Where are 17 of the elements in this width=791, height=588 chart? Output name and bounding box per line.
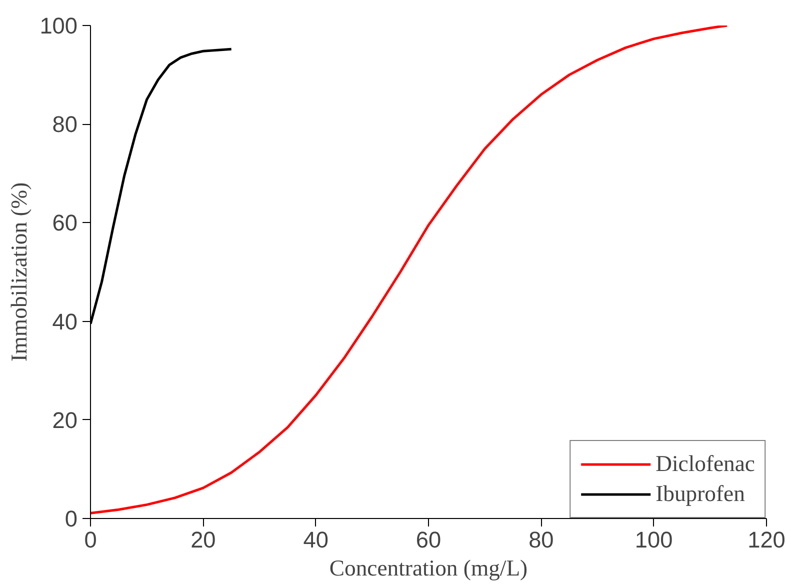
y-tick-label: 60 bbox=[52, 210, 78, 236]
y-tick-label: 100 bbox=[40, 12, 78, 38]
x-tick-label: 120 bbox=[748, 526, 786, 552]
x-tick-label: 20 bbox=[190, 526, 216, 552]
y-axis-title: Immobilization (%) bbox=[6, 182, 32, 362]
x-tick-label: 60 bbox=[416, 526, 442, 552]
y-tick-label: 40 bbox=[52, 308, 78, 334]
x-tick-label: 40 bbox=[303, 526, 328, 552]
y-tick-label: 0 bbox=[64, 506, 78, 532]
x-axis-title: Concentration (mg/L) bbox=[329, 556, 528, 580]
legend-label: Diclofenac bbox=[656, 451, 755, 477]
x-tick-label: 80 bbox=[528, 526, 554, 552]
x-tick-label: 100 bbox=[634, 526, 673, 552]
x-tick-label: 0 bbox=[84, 526, 97, 552]
legend-label: Ibuprofen bbox=[656, 481, 745, 507]
y-tick-label: 20 bbox=[52, 406, 78, 433]
y-tick-label: 80 bbox=[52, 111, 78, 138]
